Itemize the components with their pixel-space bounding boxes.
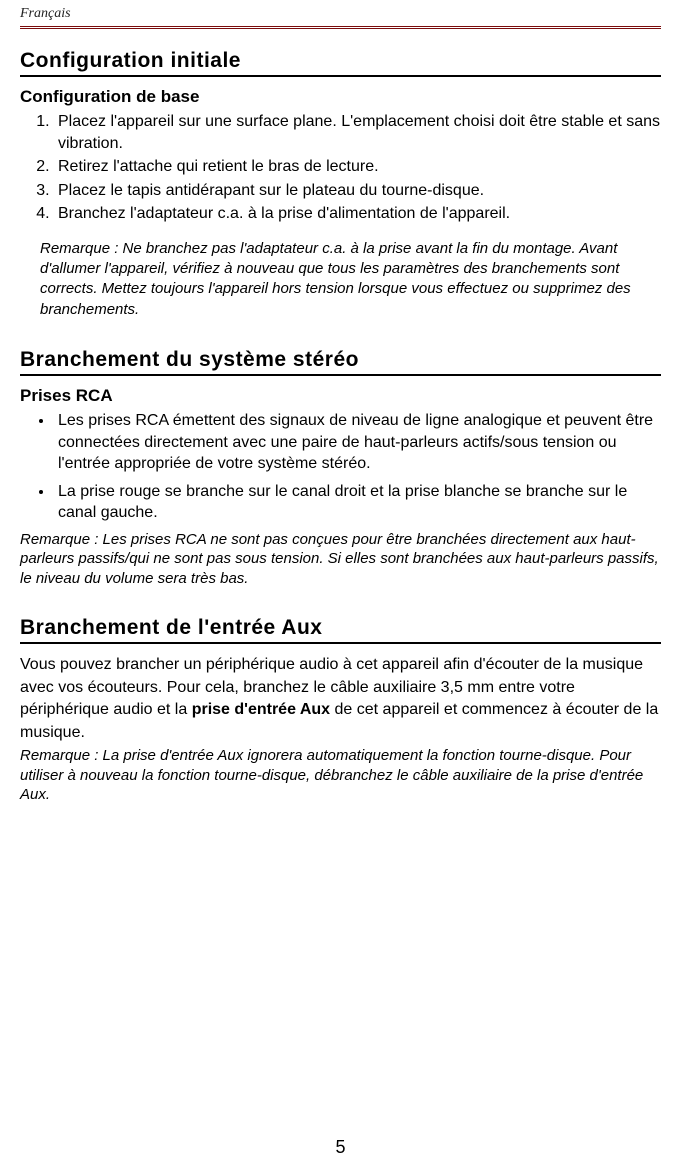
config-step: Placez le tapis antidérapant sur le plat… bbox=[54, 180, 661, 202]
config-step: Retirez l'attache qui retient le bras de… bbox=[54, 156, 661, 178]
page-number: 5 bbox=[0, 1137, 681, 1158]
config-note: Remarque : Ne branchez pas l'adaptateur … bbox=[40, 239, 661, 320]
rca-bullet: Les prises RCA émettent des signaux de n… bbox=[54, 410, 661, 475]
aux-note: Remarque : La prise d'entrée Aux ignorer… bbox=[20, 746, 661, 805]
section-title-aux: Branchement de l'entrée Aux bbox=[20, 616, 661, 644]
rca-bullets: Les prises RCA émettent des signaux de n… bbox=[54, 410, 661, 524]
config-step: Placez l'appareil sur une surface plane.… bbox=[54, 111, 661, 154]
section-title-config: Configuration initiale bbox=[20, 49, 661, 77]
aux-paragraph: Vous pouvez brancher un périphérique aud… bbox=[20, 654, 661, 744]
aux-para-strong: prise d'entrée Aux bbox=[192, 701, 330, 718]
subhead-rca: Prises RCA bbox=[20, 386, 661, 406]
page-header-language: Français bbox=[20, 0, 661, 29]
rca-note: Remarque : Les prises RCA ne sont pas co… bbox=[20, 530, 661, 589]
config-step: Branchez l'adaptateur c.a. à la prise d'… bbox=[54, 203, 661, 225]
section-title-stereo: Branchement du système stéréo bbox=[20, 348, 661, 376]
subhead-config-base: Configuration de base bbox=[20, 87, 661, 107]
config-steps-list: Placez l'appareil sur une surface plane.… bbox=[54, 111, 661, 225]
rca-bullet: La prise rouge se branche sur le canal d… bbox=[54, 481, 661, 524]
